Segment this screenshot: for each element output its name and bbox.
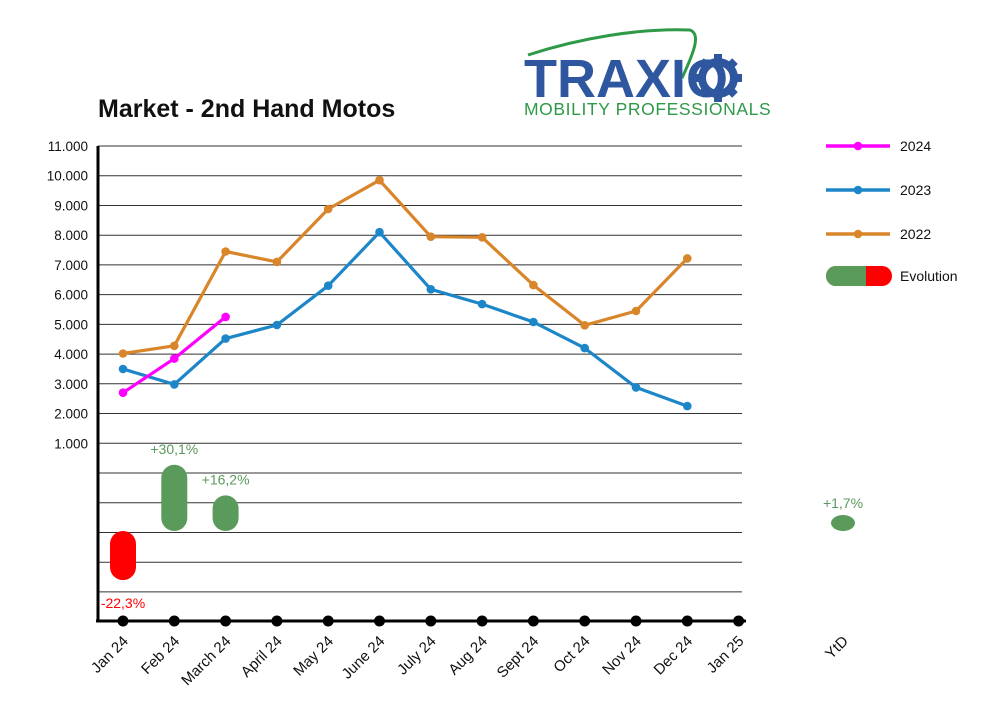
series-lines (118, 175, 692, 411)
y-tick-label: 8.000 (54, 228, 88, 243)
y-tick-label: 7.000 (54, 258, 88, 273)
y-tick-label: 6.000 (54, 288, 88, 303)
y-tick-label: 10.000 (47, 169, 88, 184)
logo-gear-icon (698, 58, 738, 98)
data-point-2022 (631, 306, 641, 316)
legend: 2024 2023 2022 Evolution (826, 138, 958, 286)
evolution-label: +16,2% (202, 471, 250, 487)
x-tick-label: July 24 (394, 633, 440, 679)
ytd-evolution-bar (831, 515, 855, 531)
x-axis-dot (374, 615, 385, 627)
y-tick-label: 3.000 (54, 377, 88, 392)
y-tick-labels: 11.000 10.000 9.000 8.000 7.000 6.000 5.000 4.0… (47, 139, 88, 451)
evolution-bar (161, 464, 188, 531)
data-point-2022 (272, 257, 282, 267)
y-tick-label: 11.000 (48, 139, 88, 154)
y-tick-label: 9.000 (54, 199, 88, 214)
data-point-2023 (221, 334, 230, 343)
x-tick-label: Aug 24 (445, 633, 491, 679)
series-line-2022 (122, 178, 689, 356)
evolution-label: +30,1% (150, 441, 198, 457)
x-axis-dot (476, 615, 488, 627)
y-tick-label: 4.000 (54, 347, 88, 362)
chart-title: Market - 2nd Hand Motos (98, 95, 395, 123)
data-point-2022 (375, 175, 384, 185)
x-tick-label: April 24 (238, 633, 286, 681)
x-axis-dot (579, 615, 591, 627)
y-tick-label: 2.000 (54, 407, 88, 422)
legend-label-2024: 2024 (900, 138, 931, 154)
data-point-2023 (323, 281, 333, 291)
legend-label-evolution: Evolution (900, 268, 958, 284)
x-axis-dot (527, 615, 539, 627)
x-tick-label: March 24 (178, 633, 234, 689)
x-axis-dot (271, 615, 283, 627)
x-tick-label: Jan 24 (88, 633, 132, 677)
evolution-bars: -22,3% +30,1%+16,2% +1,7% (101, 441, 863, 611)
data-point-2022 (683, 254, 692, 263)
data-point-2022 (323, 204, 333, 214)
data-point-2023 (631, 383, 641, 392)
x-tick-label: Jan 25 (704, 633, 748, 677)
data-point-2022 (118, 349, 128, 358)
x-tick-label: May 24 (290, 633, 337, 680)
x-axis-dot (220, 615, 232, 627)
x-tick-label-ytd: YtD (822, 633, 852, 663)
data-point-2023 (683, 401, 692, 411)
ytd-evolution-label: +1,7% (823, 495, 863, 511)
evolution-label: -22,3% (101, 595, 145, 611)
data-point-2022 (580, 321, 589, 330)
data-point-2024 (170, 354, 179, 363)
legend-marker-2023 (853, 185, 863, 195)
evolution-bar (212, 495, 239, 531)
series-line-2023 (122, 230, 688, 408)
data-point-2023 (170, 380, 179, 389)
legend-marker-2022 (853, 229, 863, 239)
data-point-2022 (529, 280, 538, 290)
x-axis-dot (117, 615, 129, 627)
data-point-2023 (529, 317, 538, 327)
evolution-bar (110, 531, 136, 581)
x-tick-label: Feb 24 (138, 633, 183, 678)
x-axis-dot (733, 615, 745, 627)
data-point-2022 (426, 232, 436, 241)
legend-label-2023: 2023 (900, 182, 931, 198)
logo-tagline: MOBILITY PROFESSIONALS (524, 99, 771, 119)
x-tick-label: Dec 24 (650, 633, 696, 679)
data-point-2022 (477, 233, 487, 242)
x-axis-dot (630, 615, 642, 627)
data-point-2023 (375, 227, 384, 237)
x-axis-dot (168, 615, 180, 627)
x-tick-label: June 24 (339, 633, 389, 683)
data-point-2023 (118, 364, 128, 374)
data-point-2024 (118, 388, 128, 398)
data-point-2023 (477, 299, 487, 309)
x-tick-label: Sept 24 (494, 633, 543, 682)
data-point-2023 (580, 343, 589, 353)
x-axis-dot (681, 615, 693, 627)
legend-label-2022: 2022 (900, 226, 931, 242)
data-point-2023 (272, 320, 282, 330)
logo-swoosh (527, 28, 698, 79)
x-tick-label: Oct 24 (550, 633, 593, 676)
axes (96, 146, 746, 627)
grid (98, 145, 742, 593)
data-point-2023 (426, 285, 436, 294)
data-point-2024 (221, 312, 230, 322)
x-axis-dot (425, 615, 437, 627)
y-tick-label: 5.000 (54, 317, 88, 332)
x-tick-label: Nov 24 (599, 633, 645, 679)
legend-marker-2024 (853, 141, 863, 151)
data-point-2022 (221, 247, 230, 256)
y-tick-label: 1.000 (54, 436, 88, 451)
x-axis-dot (322, 615, 334, 627)
data-point-2022 (170, 341, 179, 351)
traxio-logo: TRAXIO MOBILITY PROFESSIONALS (524, 28, 771, 119)
legend-evolution-join (852, 266, 866, 286)
